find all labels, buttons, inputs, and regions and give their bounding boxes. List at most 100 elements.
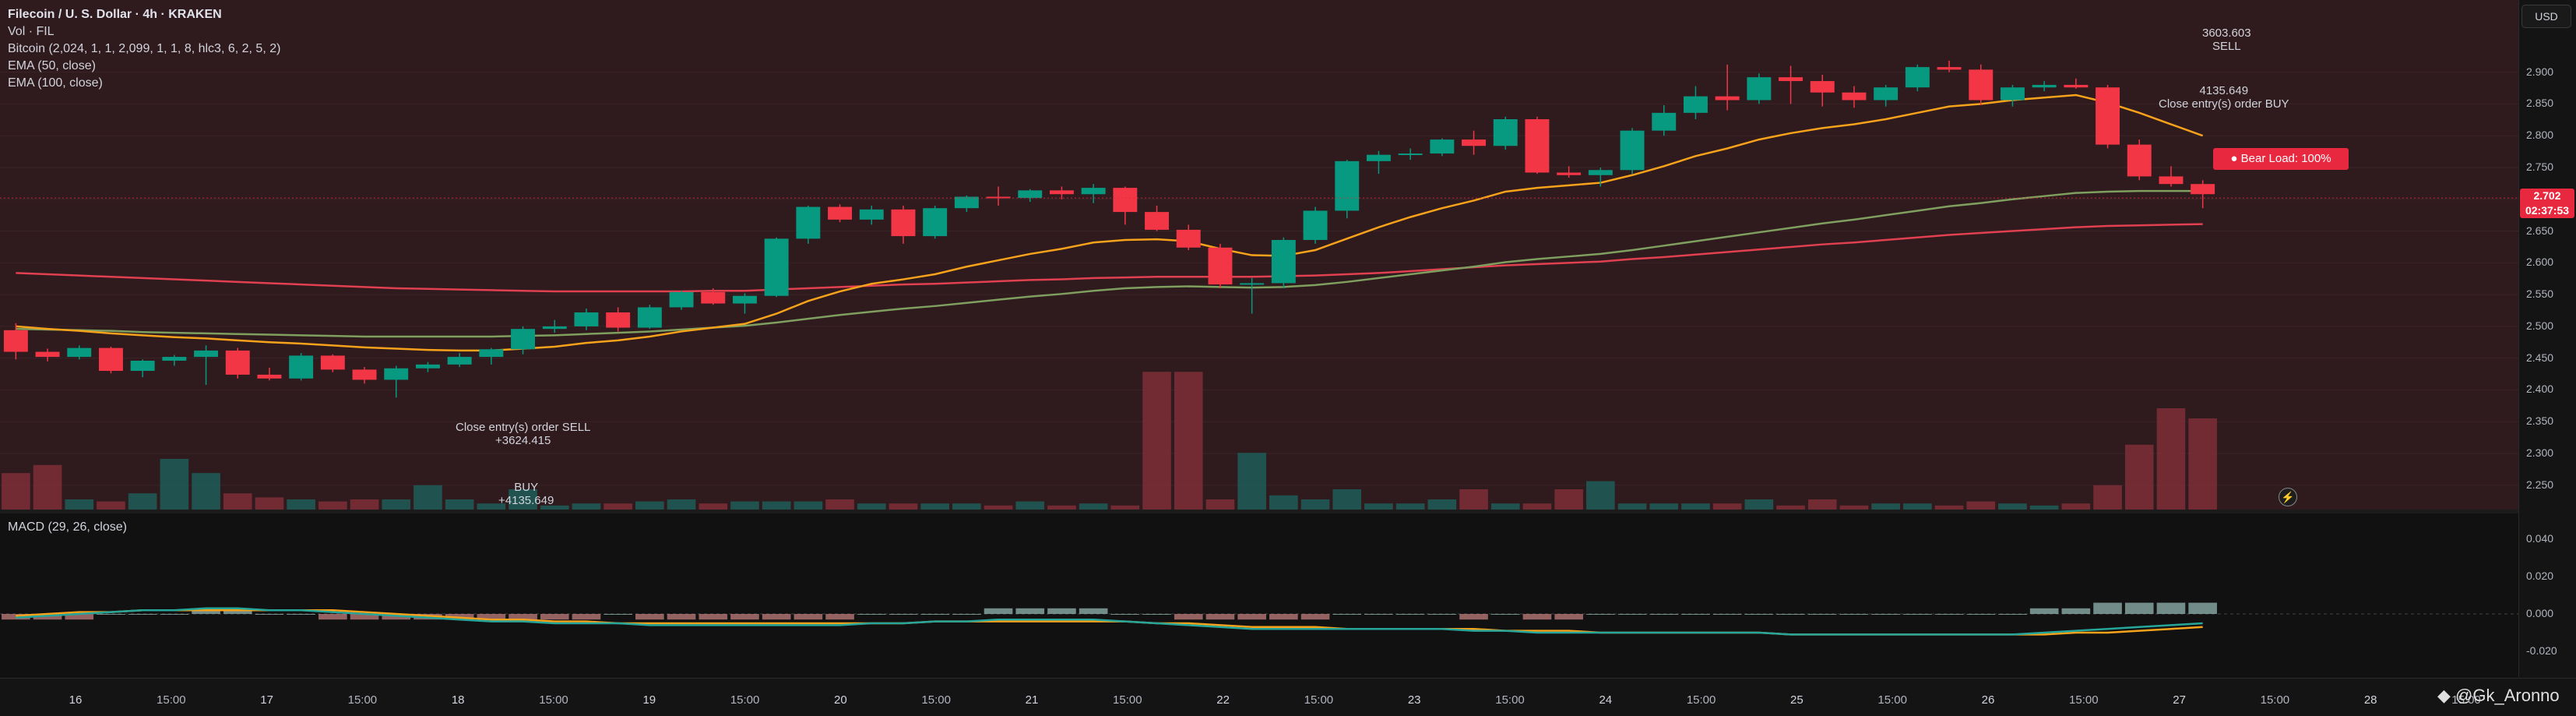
volume-bar <box>1300 499 1330 510</box>
macd-histogram-bar <box>65 614 94 620</box>
ema100-legend[interactable]: EMA (100, close) <box>8 76 103 90</box>
candle-body <box>1049 190 1074 195</box>
currency-button[interactable]: USD <box>2521 5 2571 28</box>
candle-body <box>2032 84 2057 88</box>
ema100-line <box>16 189 2203 338</box>
volume-bar <box>350 499 379 510</box>
volume-bar <box>1744 499 1774 510</box>
time-tick-label: 15:00 <box>2260 693 2290 707</box>
candle-body <box>1303 210 1328 240</box>
watermark: ◆ @Gk_Aronno <box>2437 686 2560 706</box>
macd-histogram-bar <box>1300 614 1330 620</box>
candle-body <box>1366 154 1391 161</box>
volume-bar <box>1681 503 1710 510</box>
volume-bar <box>65 499 94 510</box>
time-tick-label: 15:00 <box>1113 693 1142 707</box>
macd-histogram-bar <box>1554 614 1583 620</box>
volume-bar <box>1079 503 1108 510</box>
volume-bar <box>572 503 601 510</box>
time-tick-label: 17 <box>260 693 273 707</box>
macd-histogram-bar <box>1079 608 1108 614</box>
candle-body <box>859 209 884 220</box>
macd-histogram-bar <box>1364 614 1393 615</box>
volume-legend[interactable]: Vol · FIL <box>8 25 55 38</box>
time-tick-label: 15:00 <box>1304 693 1334 707</box>
candle-body <box>1335 160 1360 211</box>
volume-bar <box>1237 453 1266 510</box>
macd-pane[interactable] <box>0 513 2518 677</box>
candle-body <box>1398 153 1423 156</box>
candle-body <box>1462 139 1487 146</box>
candle-body <box>67 347 92 358</box>
candle-body <box>1620 130 1645 171</box>
candle-body <box>669 291 694 308</box>
volume-bar <box>160 459 189 510</box>
candle-body <box>162 357 187 361</box>
macd-histogram-bar <box>1839 614 1869 615</box>
watermark-text: @Gk_Aronno <box>2455 686 2560 705</box>
macd-histogram-bar <box>540 614 569 620</box>
volume-bar <box>97 501 125 510</box>
time-tick-label: 15:00 <box>157 693 186 707</box>
lightning-icon[interactable]: ⚡ <box>2279 488 2297 506</box>
pane-separator[interactable] <box>0 510 2576 513</box>
candle-body <box>1715 96 1740 101</box>
time-tick-label: 15:00 <box>1686 693 1716 707</box>
volume-bar <box>1903 503 1932 510</box>
close-buy-value: 4135.649 <box>2199 84 2249 97</box>
macd-histogram-bar <box>1047 608 1076 614</box>
macd-histogram-bar <box>2093 602 2122 614</box>
time-scale[interactable] <box>0 678 2576 716</box>
macd-histogram-bar <box>1744 614 1774 615</box>
volume-bar <box>699 503 728 510</box>
volume-bar <box>984 505 1013 510</box>
candle-body <box>3 330 28 352</box>
sell-label: SELL <box>2212 40 2241 53</box>
candle-body <box>574 312 599 326</box>
time-tick-label: 27 <box>2173 693 2186 707</box>
candle-body <box>35 351 60 358</box>
price-tick-label: 2.450 <box>2526 351 2554 364</box>
volume-bar <box>477 503 506 510</box>
macd-histogram-bar <box>1142 614 1171 615</box>
price-scale[interactable] <box>2518 0 2576 677</box>
ema50-legend[interactable]: EMA (50, close) <box>8 59 96 72</box>
time-tick-label: 15:00 <box>539 693 568 707</box>
candle-body <box>954 196 979 209</box>
volume-bar <box>1649 503 1679 510</box>
candle-body <box>796 206 821 239</box>
volume-bar <box>1807 499 1837 510</box>
volume-bar <box>2124 444 2154 510</box>
candle-body <box>289 355 314 379</box>
price-tick-label: 2.250 <box>2526 478 2554 491</box>
candle-body <box>225 350 250 375</box>
candle-body <box>2127 144 2152 177</box>
candle-body <box>130 360 155 372</box>
volume-bar <box>128 493 157 510</box>
volume-bar <box>1269 495 1298 510</box>
macd-histogram-bar <box>635 614 664 620</box>
candle-body <box>257 374 282 379</box>
symbol-title[interactable]: Filecoin / U. S. Dollar · 4h · KRAKEN <box>8 8 222 21</box>
macd-histogram-bar <box>1395 614 1425 615</box>
indicator-legend[interactable]: Bitcoin (2,024, 1, 1, 2,099, 1, 1, 8, hl… <box>8 42 281 55</box>
volume-bar <box>413 485 442 510</box>
volume-bar <box>825 499 854 510</box>
volume-bar <box>2061 503 2091 510</box>
volume-bar <box>1490 503 1520 510</box>
price-tick-label: 2.900 <box>2526 65 2554 78</box>
candle-body <box>511 329 536 350</box>
candle-body <box>1271 239 1296 284</box>
volume-bar <box>1839 505 1869 510</box>
candle-body <box>606 312 631 328</box>
macd-histogram-bar <box>730 614 759 620</box>
candle-body <box>98 347 123 372</box>
macd-histogram-bar <box>1205 614 1235 620</box>
time-tick-label: 15:00 <box>2451 693 2481 707</box>
volume-bar <box>287 499 315 510</box>
macd-histogram-bar <box>2061 608 2091 614</box>
macd-legend[interactable]: MACD (29, 26, close) <box>8 520 127 534</box>
volume-bar <box>540 505 569 510</box>
candle-body <box>1113 188 1138 213</box>
candle-body <box>1747 77 1772 101</box>
